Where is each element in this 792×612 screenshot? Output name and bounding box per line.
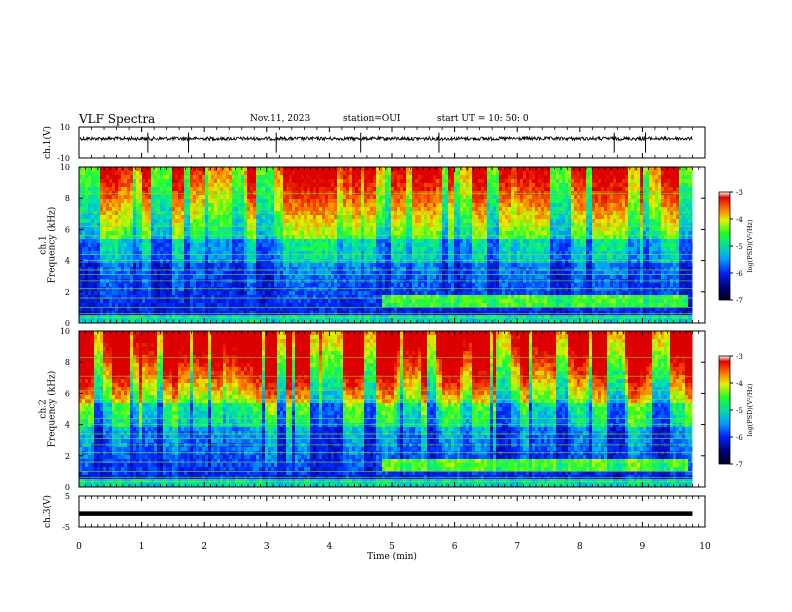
- date-label: Nov.11, 2023: [250, 114, 311, 124]
- y-axis-label: ch.1: [39, 235, 49, 254]
- y-tick-label: -5: [62, 523, 70, 532]
- x-ticks: [78, 331, 706, 487]
- y-tick-label: 10: [60, 163, 70, 172]
- y-tick-label: 6: [65, 389, 70, 398]
- y-axis-label: Frequency (kHz): [47, 371, 58, 448]
- colorbar-gradient: [718, 355, 731, 465]
- spectrogram-cells: [79, 331, 705, 488]
- y-tick-label: 4: [65, 257, 70, 266]
- y-axis-label: Frequency (kHz): [47, 207, 58, 284]
- ch1-waveform-line: [79, 135, 693, 142]
- x-tick-label: 6: [452, 542, 458, 552]
- y-axis-label: ch.2: [39, 399, 49, 418]
- x-tick-label: 8: [577, 542, 583, 552]
- x-tick-label: 1: [139, 542, 145, 552]
- y-tick-label: 2: [65, 288, 70, 297]
- y-tick-label: 0: [65, 483, 70, 492]
- y-axis-label: ch.1(V): [42, 126, 53, 159]
- no-data-region: [692, 331, 705, 487]
- y-tick-label: 2: [65, 452, 70, 461]
- y-tick-label: 10: [60, 123, 70, 132]
- y-tick-label: 8: [65, 194, 70, 203]
- y-axis-label: ch.3(V): [42, 495, 53, 528]
- x-ticks: [78, 167, 706, 323]
- x-tick-label: 3: [264, 542, 270, 552]
- colorbar-tick-label: -7: [736, 461, 743, 469]
- y-tick-label: 8: [65, 358, 70, 367]
- x-tick-label: 4: [327, 542, 333, 552]
- start-time-label: start UT = 10: 50: 0: [437, 114, 529, 124]
- colorbar-tick-label: -5: [736, 243, 743, 251]
- y-tick-label: 4: [65, 421, 70, 430]
- y-tick-label: 10: [60, 327, 70, 336]
- y-tick-label: -10: [57, 154, 70, 163]
- no-data-region: [692, 167, 705, 323]
- colorbar-tick-label: -3: [736, 189, 743, 197]
- colorbar-tick-label: -7: [736, 297, 743, 305]
- x-axis-label: Time (min): [367, 551, 417, 562]
- colorbar-tick-label: -6: [736, 270, 743, 278]
- x-ticks: [78, 127, 706, 158]
- colorbar-tick-label: -4: [736, 380, 743, 388]
- x-tick-label: 9: [640, 542, 646, 552]
- x-tick-label: 0: [76, 542, 82, 552]
- colorbar: -3 -4 -5 -6 -7 log(PSD)(V²/Hz): [718, 189, 754, 305]
- x-ticks: [78, 496, 706, 527]
- y-tick-label: 6: [65, 225, 70, 234]
- colorbar-tick-label: -3: [736, 353, 743, 361]
- colorbar: -3 -4 -5 -6 -7 log(PSD)(V²/Hz): [718, 353, 754, 469]
- colorbar-label: log(PSD)(V²/Hz): [746, 383, 754, 436]
- colorbar-label: log(PSD)(V²/Hz): [746, 219, 754, 272]
- x-tick-label: 5: [389, 542, 395, 552]
- x-tick-label: 7: [514, 542, 520, 552]
- spectrogram-cells: [79, 167, 705, 324]
- station-label: station=OUI: [343, 114, 401, 124]
- x-tick-label: 10: [699, 542, 711, 552]
- x-tick-label: 2: [201, 542, 207, 552]
- colorbar-gradient: [718, 191, 731, 301]
- y-tick-label: 0: [65, 319, 70, 328]
- colorbar-tick-label: -6: [736, 434, 743, 442]
- y-tick-label: 5: [65, 492, 70, 501]
- colorbar-tick-label: -4: [736, 216, 743, 224]
- chart-title: VLF Spectra: [79, 112, 156, 126]
- colorbar-tick-label: -5: [736, 407, 743, 415]
